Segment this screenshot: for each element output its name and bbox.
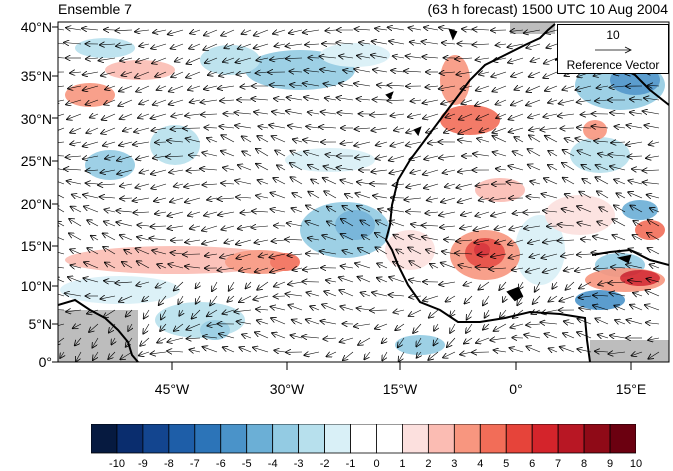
colorbar-swatch — [480, 424, 506, 453]
colorbar-swatch — [247, 424, 273, 453]
colorbar-label: -4 — [261, 458, 285, 470]
colorbar-label: 1 — [390, 458, 414, 470]
x-tick-label: 45°W — [142, 381, 202, 397]
colorbar-swatch — [506, 424, 532, 453]
y-tick-label: 10°N — [0, 278, 52, 294]
x-tick-label: 0° — [486, 381, 546, 397]
reference-vector-legend: 10 Reference Vector — [557, 24, 669, 74]
colorbar-swatch — [195, 424, 221, 453]
colorbar-swatch — [299, 424, 325, 453]
x-tick-label: 15°E — [601, 381, 661, 397]
colorbar-label: 5 — [494, 458, 518, 470]
x-tick-label: 30°W — [257, 381, 317, 397]
colorbar-label: -10 — [105, 458, 129, 470]
y-tick-label: 0° — [0, 354, 52, 370]
y-tick-label: 35°N — [0, 68, 52, 84]
colorbar-label: -8 — [157, 458, 181, 470]
colorbar-swatch — [610, 424, 636, 453]
colorbar-label: 2 — [416, 458, 440, 470]
colorbar-label: 7 — [546, 458, 570, 470]
colorbar-swatch — [454, 424, 480, 453]
y-tick-label: 25°N — [0, 153, 52, 169]
colorbar-swatch — [325, 424, 351, 453]
x-tick-label: 15°W — [370, 381, 430, 397]
colorbar-label: -6 — [209, 458, 233, 470]
colorbar-swatch — [169, 424, 195, 453]
colorbar-swatch — [376, 424, 402, 453]
reference-arrow-icon — [594, 45, 634, 55]
colorbar-swatch — [558, 424, 584, 453]
y-tick-label: 5°N — [0, 316, 52, 332]
colorbar-swatch — [402, 424, 428, 453]
colorbar-label: 3 — [442, 458, 466, 470]
y-tick-label: 20°N — [0, 196, 52, 212]
reference-vector-magnitude: 10 — [558, 28, 668, 42]
colorbar-swatch — [428, 424, 454, 453]
colorbar-label: 10 — [624, 458, 648, 470]
colorbar-swatch — [221, 424, 247, 453]
colorbar-label: -3 — [287, 458, 311, 470]
missing-data-africa-south — [590, 340, 669, 362]
colorbar-swatch — [532, 424, 558, 453]
colorbar-label: 4 — [468, 458, 492, 470]
colorbar-swatch — [143, 424, 169, 453]
reference-vector-label: Reference Vector — [558, 58, 668, 72]
colorbar-swatch — [91, 424, 117, 453]
colorbar-label: -1 — [339, 458, 363, 470]
colorbar-swatch — [351, 424, 377, 453]
colorbar-label: 9 — [598, 458, 622, 470]
colorbar-label: -5 — [235, 458, 259, 470]
colorbar-label: 8 — [572, 458, 596, 470]
colorbar-label: 6 — [520, 458, 544, 470]
y-tick-label: 40°N — [0, 19, 52, 35]
colorbar-label: 0 — [365, 458, 389, 470]
y-tick-label: 30°N — [0, 111, 52, 127]
colorbar-swatch — [273, 424, 299, 453]
colorbar — [91, 424, 636, 454]
y-tick-label: 15°N — [0, 238, 52, 254]
colorbar-label: -9 — [131, 458, 155, 470]
colorbar-label: -2 — [313, 458, 337, 470]
colorbar-swatch — [584, 424, 610, 453]
missing-data-south-america — [58, 310, 138, 362]
colorbar-label: -7 — [183, 458, 207, 470]
colorbar-swatch — [117, 424, 143, 453]
